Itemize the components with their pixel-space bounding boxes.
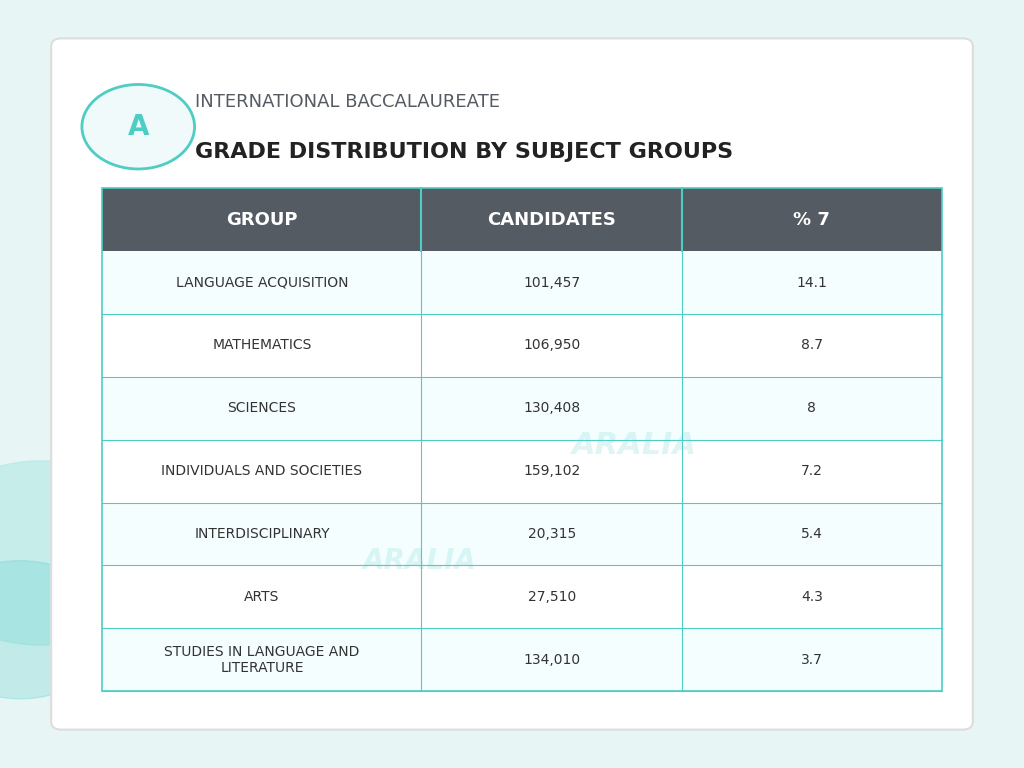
Text: GROUP: GROUP xyxy=(226,210,298,229)
Text: ARALIA: ARALIA xyxy=(572,431,697,460)
Text: STUDIES IN LANGUAGE AND
LITERATURE: STUDIES IN LANGUAGE AND LITERATURE xyxy=(164,644,359,675)
Text: ARALIA: ARALIA xyxy=(362,547,477,574)
FancyBboxPatch shape xyxy=(102,314,942,377)
Text: CANDIDATES: CANDIDATES xyxy=(487,210,616,229)
Text: 159,102: 159,102 xyxy=(523,464,581,478)
Text: ARTS: ARTS xyxy=(245,590,280,604)
Text: INTERNATIONAL BACCALAUREATE: INTERNATIONAL BACCALAUREATE xyxy=(195,94,500,111)
Text: 8.7: 8.7 xyxy=(801,339,823,353)
Text: 20,315: 20,315 xyxy=(527,527,575,541)
Text: 5.4: 5.4 xyxy=(801,527,823,541)
FancyBboxPatch shape xyxy=(102,251,942,314)
Text: LANGUAGE ACQUISITION: LANGUAGE ACQUISITION xyxy=(176,276,348,290)
Circle shape xyxy=(0,461,164,645)
Text: INDIVIDUALS AND SOCIETIES: INDIVIDUALS AND SOCIETIES xyxy=(162,464,362,478)
Text: 3.7: 3.7 xyxy=(801,653,823,667)
FancyBboxPatch shape xyxy=(102,188,942,251)
FancyBboxPatch shape xyxy=(51,38,973,730)
Text: 134,010: 134,010 xyxy=(523,653,581,667)
Circle shape xyxy=(0,561,113,699)
Text: 130,408: 130,408 xyxy=(523,402,581,415)
Text: 7.2: 7.2 xyxy=(801,464,823,478)
Text: GRADE DISTRIBUTION BY SUBJECT GROUPS: GRADE DISTRIBUTION BY SUBJECT GROUPS xyxy=(195,142,733,162)
Text: 14.1: 14.1 xyxy=(797,276,827,290)
FancyBboxPatch shape xyxy=(102,628,942,691)
FancyBboxPatch shape xyxy=(102,440,942,502)
Text: 106,950: 106,950 xyxy=(523,339,581,353)
Text: 8: 8 xyxy=(808,402,816,415)
Text: MATHEMATICS: MATHEMATICS xyxy=(212,339,311,353)
Text: INTERDISCIPLINARY: INTERDISCIPLINARY xyxy=(195,527,330,541)
Text: A: A xyxy=(128,113,148,141)
Circle shape xyxy=(82,84,195,169)
Text: SCIENCES: SCIENCES xyxy=(227,402,296,415)
FancyBboxPatch shape xyxy=(102,502,942,565)
FancyBboxPatch shape xyxy=(102,377,942,440)
Text: 4.3: 4.3 xyxy=(801,590,823,604)
Text: 101,457: 101,457 xyxy=(523,276,581,290)
Text: % 7: % 7 xyxy=(794,210,830,229)
Text: 27,510: 27,510 xyxy=(527,590,575,604)
FancyBboxPatch shape xyxy=(102,565,942,628)
